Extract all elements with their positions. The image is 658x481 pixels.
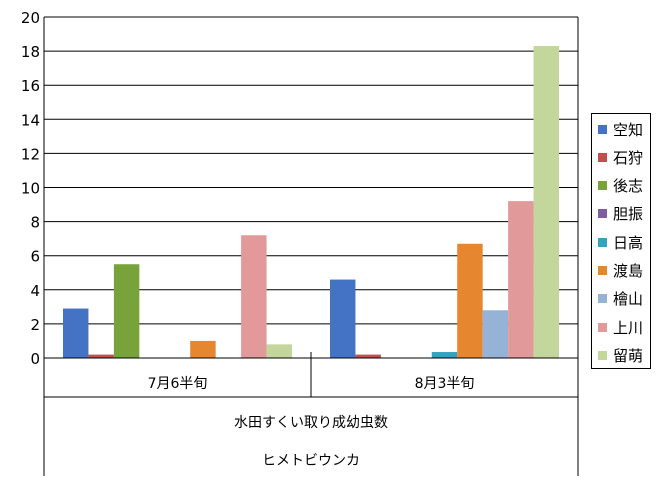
legend-label: 留萌 <box>613 346 644 365</box>
y-tick-label: 0 <box>30 350 40 368</box>
legend-label: 日高 <box>613 233 644 252</box>
bar-檜山 <box>482 310 509 358</box>
legend-label: 檜山 <box>613 290 644 309</box>
legend-item: 日高 <box>598 232 643 252</box>
bar-留萌 <box>533 45 559 359</box>
legend-item: 空知 <box>598 119 643 139</box>
legend: 空知石狩後志胆振日高渡島檜山上川留萌 <box>591 113 651 369</box>
legend-label: 後志 <box>613 177 644 196</box>
legend-swatch <box>598 350 607 360</box>
legend-swatch <box>598 124 607 134</box>
y-tick-label: 18 <box>21 43 40 61</box>
legend-label: 渡島 <box>613 262 644 280</box>
legend-item: 胆振 <box>598 204 643 224</box>
legend-item: 後志 <box>598 176 643 196</box>
legend-item: 石狩 <box>598 147 643 167</box>
bar-後志 <box>113 264 140 358</box>
legend-label: 空知 <box>613 120 644 139</box>
legend-swatch <box>598 322 607 332</box>
x-axis-subgroup-label: ヒメトビウンカ <box>262 453 360 469</box>
y-axis-tick-labels: 0 2 4 6 8 10 12 14 16 18 20 <box>21 9 40 368</box>
y-tick-label: 14 <box>21 111 40 129</box>
x-category-label: 8月3半旬 <box>415 376 475 392</box>
legend-label: 上川 <box>613 318 644 337</box>
legend-item: 檜山 <box>598 289 643 309</box>
legend-swatch <box>598 152 607 162</box>
x-axis-category-labels: 7月6半旬 8月3半旬 <box>148 376 475 392</box>
legend-item: 留萌 <box>598 345 643 365</box>
axes <box>43 16 579 476</box>
y-tick-label: 12 <box>21 145 40 163</box>
legend-item: 渡島 <box>598 261 643 281</box>
bars <box>63 45 559 359</box>
legend-swatch <box>598 294 607 304</box>
bar-留萌 <box>266 344 292 358</box>
bar-空知 <box>63 308 89 358</box>
legend-label: 石狩 <box>613 148 644 167</box>
y-tick-label: 16 <box>21 77 40 95</box>
legend-swatch <box>598 237 607 247</box>
legend-swatch <box>598 181 607 191</box>
y-tick-label: 6 <box>30 248 40 266</box>
legend-item: 上川 <box>598 317 643 337</box>
legend-swatch <box>598 209 607 219</box>
legend-label: 胆振 <box>613 205 644 224</box>
y-tick-label: 10 <box>21 180 40 198</box>
bar-石狩 <box>88 354 114 358</box>
x-axis-group-label: 水田すくい取り成幼虫数 <box>234 415 388 431</box>
bar-渡島 <box>457 243 483 358</box>
bar-渡島 <box>190 340 216 358</box>
bar-空知 <box>330 279 356 358</box>
bar-上川 <box>241 235 267 358</box>
x-category-label: 7月6半旬 <box>148 376 208 392</box>
y-tick-label: 20 <box>21 9 40 27</box>
bar-日高 <box>431 352 458 358</box>
y-tick-label: 4 <box>30 282 40 300</box>
bar-上川 <box>508 201 534 358</box>
y-tick-label: 8 <box>30 214 40 232</box>
y-tick-label: 2 <box>30 316 40 334</box>
legend-swatch <box>598 266 607 275</box>
bar-石狩 <box>355 354 381 358</box>
